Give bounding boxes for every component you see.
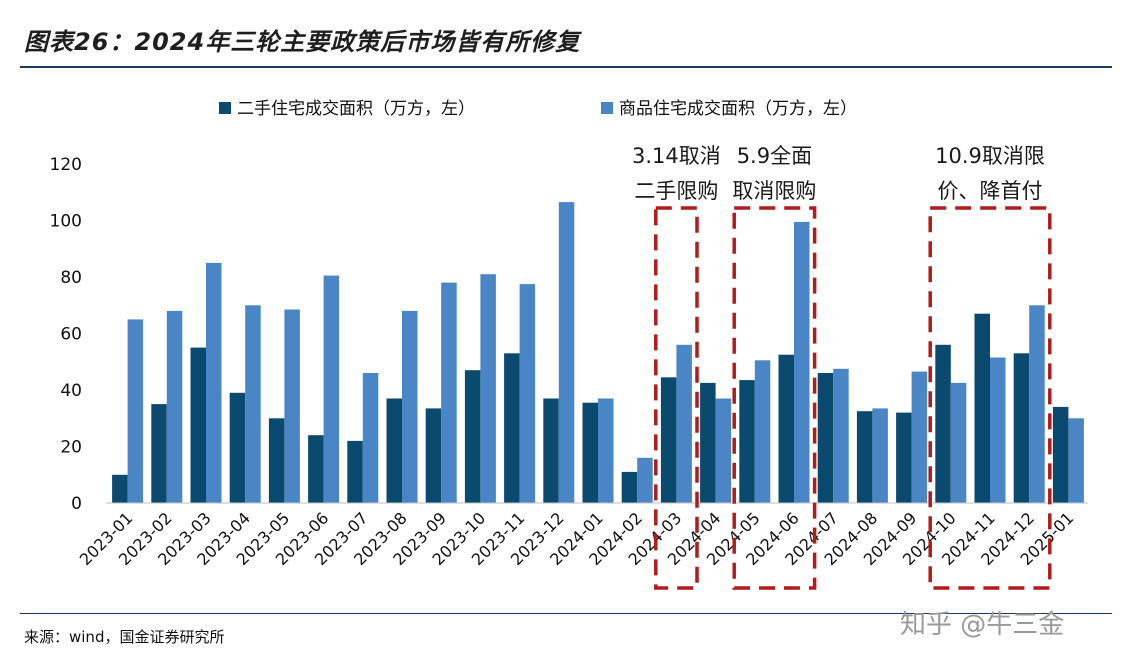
bar-series-1: [386, 398, 402, 503]
annotation-box: [928, 206, 1052, 590]
bar-series-2: [323, 275, 340, 503]
bar-series-2: [166, 310, 183, 503]
bar-series-1: [1052, 406, 1069, 503]
bar-series-1: [543, 398, 559, 503]
bar-series-2: [558, 202, 575, 503]
bar-series-2: [911, 371, 928, 503]
bar-series-2: [872, 408, 888, 503]
bar-series-2: [362, 373, 379, 503]
bar-series-1: [151, 404, 167, 503]
y-tick-label: 120: [50, 155, 82, 175]
bar-series-2: [402, 310, 418, 503]
bar-series-2: [833, 368, 849, 503]
legend-label-series-1: 二手住宅成交面积（万方，左）: [237, 99, 475, 119]
annotation-box: [732, 206, 817, 590]
y-axis: 0 20 40 60 80 100 120: [50, 155, 82, 514]
bar-series-2: [480, 274, 496, 503]
y-tick-label: 20: [60, 438, 82, 458]
y-tick-label: 60: [60, 325, 82, 345]
annotation-box: [654, 206, 699, 590]
bar-series-2: [754, 360, 771, 503]
bar-series-1: [425, 408, 442, 503]
bar-series-1: [935, 344, 951, 503]
annotation-text: 价、降首付: [938, 179, 1043, 203]
bar-series-1: [504, 353, 520, 503]
bar-series-2: [990, 357, 1006, 503]
annotation-text: 3.14取消: [632, 144, 721, 168]
bar-series-1: [660, 377, 677, 503]
bar-series-1: [974, 313, 990, 503]
bars: [112, 202, 1084, 504]
chart-title: 图表26：2024年三轮主要政策后市场皆有所修复: [24, 28, 581, 56]
bar-series-1: [112, 474, 128, 504]
bar-series-1: [229, 392, 246, 503]
bar-series-2: [637, 457, 653, 503]
bar-series-2: [598, 398, 614, 503]
bar-series-1: [268, 418, 285, 504]
annotation-text: 10.9取消限: [935, 144, 1045, 168]
bar-series-2: [715, 398, 732, 503]
bar-series-1: [582, 402, 598, 503]
bar-series-1: [621, 471, 638, 503]
bar-series-2: [1068, 418, 1084, 504]
legend-label-series-2: 商品住宅成交面积（万方，左）: [619, 99, 857, 119]
footer-divider: [20, 613, 1112, 614]
bar-series-1: [896, 412, 912, 503]
source-note: 来源：wind，国金证券研究所: [24, 628, 225, 646]
bar-series-1: [190, 347, 206, 503]
bar-series-2: [519, 284, 536, 503]
bar-series-1: [308, 435, 324, 503]
annotation-text: 二手限购: [634, 179, 718, 203]
title-divider: [20, 66, 1112, 68]
bar-series-2: [794, 221, 810, 503]
legend-swatch-series-2: [601, 102, 613, 114]
watermark: 知乎 @牛三金: [900, 610, 1065, 640]
bar-series-2: [950, 382, 967, 503]
x-axis: 2023-012023-022023-032023-042023-052023-…: [76, 502, 1088, 569]
bar-series-2: [127, 319, 144, 503]
bar-series-2: [284, 309, 300, 503]
y-tick-label: 40: [60, 381, 82, 401]
bar-series-2: [1029, 305, 1045, 504]
bar-series-1: [1013, 353, 1030, 503]
annotation-text: 取消限购: [732, 179, 816, 203]
bar-series-1: [700, 382, 716, 503]
bar-series-2: [245, 305, 261, 504]
bar-series-2: [441, 282, 457, 503]
y-tick-label: 80: [60, 268, 82, 288]
legend: 二手住宅成交面积（万方，左） 商品住宅成交面积（万方，左）: [219, 99, 857, 119]
y-tick-label: 0: [71, 494, 82, 514]
bar-series-2: [676, 344, 692, 503]
bar-series-1: [347, 440, 363, 503]
bar-series-1: [817, 373, 834, 503]
bar-series-1: [856, 411, 873, 503]
bar-series-1: [464, 370, 481, 503]
y-tick-label: 100: [50, 212, 82, 232]
bar-series-2: [206, 262, 222, 503]
legend-swatch-series-1: [219, 102, 231, 114]
bar-series-1: [739, 380, 755, 503]
bar-series-1: [778, 354, 794, 503]
annotation-text: 5.9全面: [737, 144, 812, 168]
